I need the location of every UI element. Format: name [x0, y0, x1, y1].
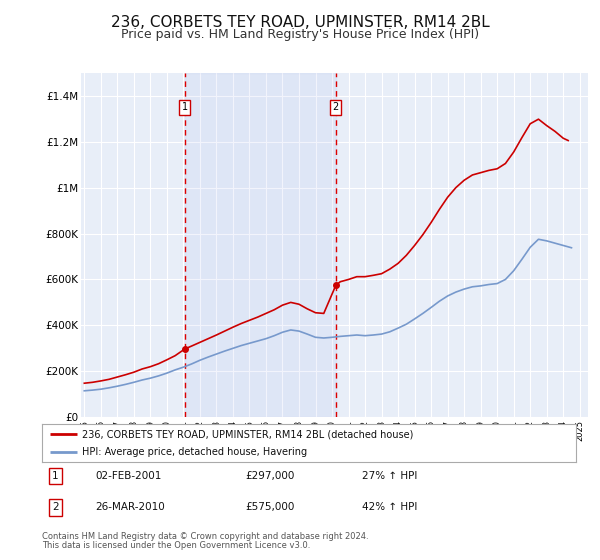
Text: 236, CORBETS TEY ROAD, UPMINSTER, RM14 2BL (detached house): 236, CORBETS TEY ROAD, UPMINSTER, RM14 2…	[82, 429, 413, 439]
Text: This data is licensed under the Open Government Licence v3.0.: This data is licensed under the Open Gov…	[42, 541, 310, 550]
Text: HPI: Average price, detached house, Havering: HPI: Average price, detached house, Have…	[82, 447, 307, 458]
Text: 42% ↑ HPI: 42% ↑ HPI	[362, 502, 418, 512]
Bar	[185, 73, 336, 417]
Text: 1: 1	[182, 102, 188, 112]
Text: £297,000: £297,000	[245, 471, 294, 481]
Text: Price paid vs. HM Land Registry's House Price Index (HPI): Price paid vs. HM Land Registry's House …	[121, 28, 479, 41]
Text: 02-FEB-2001: 02-FEB-2001	[95, 471, 162, 481]
Text: 26-MAR-2010: 26-MAR-2010	[95, 502, 165, 512]
Text: 236, CORBETS TEY ROAD, UPMINSTER, RM14 2BL: 236, CORBETS TEY ROAD, UPMINSTER, RM14 2…	[110, 15, 490, 30]
Text: £575,000: £575,000	[245, 502, 294, 512]
Text: 2: 2	[333, 102, 339, 112]
Text: 1: 1	[52, 471, 59, 481]
Text: 2: 2	[52, 502, 59, 512]
Text: Contains HM Land Registry data © Crown copyright and database right 2024.: Contains HM Land Registry data © Crown c…	[42, 532, 368, 541]
Text: 27% ↑ HPI: 27% ↑ HPI	[362, 471, 418, 481]
